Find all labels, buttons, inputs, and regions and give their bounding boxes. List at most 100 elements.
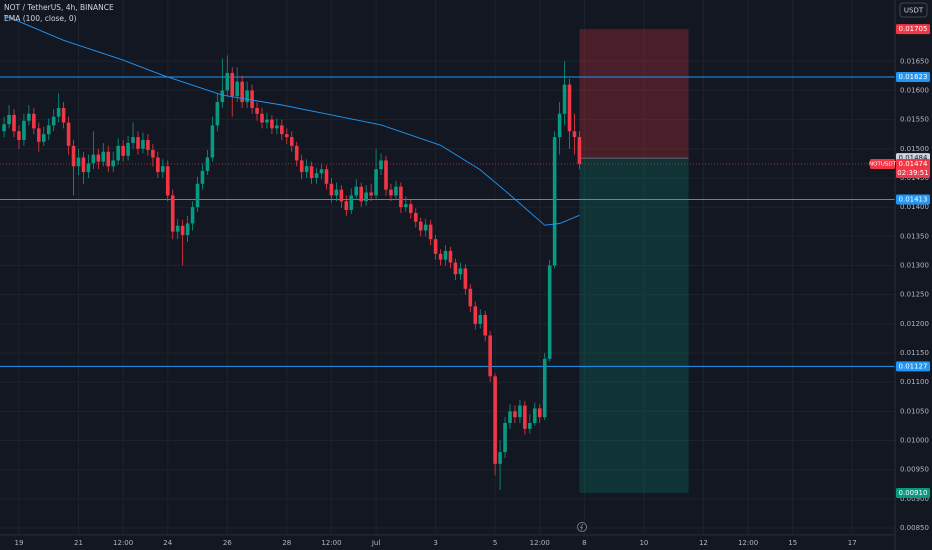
y-tick-label: 0.01100 (900, 378, 929, 386)
candle-body (285, 134, 289, 138)
candle-body (463, 268, 468, 289)
candle-body (37, 128, 41, 142)
candle-body (552, 137, 557, 266)
candle-body (156, 157, 160, 173)
candle-body (190, 207, 195, 224)
candle-body (220, 90, 225, 103)
currency-button[interactable] (899, 2, 928, 18)
candle-body (71, 145, 76, 167)
candle-body (225, 72, 230, 91)
candle-body (364, 192, 368, 202)
candle-body (384, 160, 388, 190)
candle-body (528, 422, 532, 429)
candle-body (547, 265, 552, 359)
level-price-label: 0.01127 (899, 362, 928, 370)
candle-body (523, 405, 527, 429)
level-price-label-bg (896, 72, 930, 83)
candle-body (493, 376, 497, 464)
y-tick-label: 0.01300 (900, 261, 929, 269)
candle-body (265, 119, 269, 123)
candle-body (448, 250, 453, 263)
candle-body (86, 163, 91, 173)
level-price-label-bg (896, 194, 930, 205)
candle-body (349, 195, 354, 211)
candle-body (483, 315, 487, 336)
x-tick-label: 28 (282, 539, 291, 547)
candle-body (250, 90, 254, 108)
candle-body (478, 315, 483, 324)
x-tick-label: 12:00 (113, 539, 133, 547)
symbol-tag-bg (870, 158, 895, 169)
candle-body (508, 411, 512, 423)
candle-body (270, 119, 274, 129)
x-tick-label: 26 (223, 539, 232, 547)
x-tick-label: 12:00 (321, 539, 341, 547)
candle-body (17, 131, 21, 141)
candle-body (513, 411, 517, 418)
candle-body (577, 137, 582, 164)
x-tick-label: 24 (163, 539, 172, 547)
level-price-label-bg (896, 361, 930, 372)
candle-body (81, 157, 86, 173)
candle-body (299, 160, 304, 173)
candle-body (468, 288, 473, 307)
candle-body (260, 113, 264, 123)
y-tick-label: 0.01050 (900, 407, 929, 415)
candle-body (170, 195, 175, 232)
candle-body (165, 166, 170, 196)
y-tick-label: 0.00900 (900, 495, 929, 503)
y-tick-label: 0.01400 (900, 203, 929, 211)
candle-body (562, 84, 567, 114)
candle-body (428, 224, 433, 240)
candle-body (453, 262, 458, 275)
candle-body (210, 125, 215, 158)
candle-body (369, 192, 373, 196)
level-price-label: 0.01623 (899, 73, 928, 81)
candle-body (51, 116, 56, 126)
currency-label[interactable]: USDT (904, 7, 924, 15)
last-price-label: 0.01474 (899, 160, 928, 168)
ema-line (3, 14, 580, 226)
candle-body (433, 239, 438, 254)
candle-body (537, 408, 542, 418)
x-tick-label: 12:00 (530, 539, 550, 547)
candle-body (423, 224, 428, 231)
plot-area (0, 14, 895, 493)
candle-body (314, 173, 319, 178)
candle-body (473, 306, 478, 324)
event-icon[interactable] (577, 522, 587, 532)
y-tick-label: 0.01600 (900, 86, 929, 94)
candle-body (324, 169, 329, 184)
target-price-label: 0.00910 (899, 489, 928, 497)
y-tick-label: 0.01200 (900, 320, 929, 328)
x-tick-label: 19 (15, 539, 24, 547)
x-tick-label: 3 (433, 539, 437, 547)
x-tick-label: Jul (371, 539, 381, 547)
candle-body (542, 358, 547, 418)
candle-body (61, 107, 66, 123)
candle-body (175, 225, 180, 232)
x-tick-label: 12 (699, 539, 708, 547)
candle-body (458, 268, 463, 275)
candle-body (339, 189, 344, 202)
candle-body (131, 137, 135, 143)
candle-body (46, 125, 51, 135)
candle-body (101, 151, 106, 162)
candle-body (91, 154, 96, 164)
x-tick-label: 17 (848, 539, 857, 547)
candle-body (488, 335, 492, 377)
candle-body (230, 72, 235, 97)
candle-body (161, 166, 165, 173)
candle-body (329, 183, 334, 196)
candle-body (408, 204, 413, 213)
candle-body (235, 81, 240, 97)
candle-body (438, 253, 443, 260)
candle-body (280, 125, 284, 135)
x-tick-label: 12:00 (738, 539, 758, 547)
candle-body (32, 113, 36, 129)
y-tick-label: 0.01250 (900, 291, 929, 299)
candle-body (567, 84, 572, 132)
candle-body (146, 140, 150, 150)
candle-body (96, 154, 101, 162)
x-tick-label: 10 (639, 539, 648, 547)
